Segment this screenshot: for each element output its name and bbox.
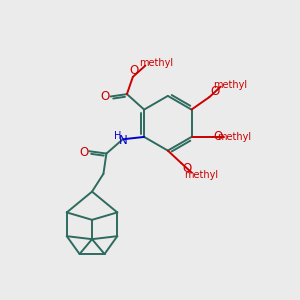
Text: methyl: methyl (184, 170, 218, 180)
Text: O: O (214, 130, 223, 143)
Text: O: O (210, 85, 219, 98)
Text: methyl: methyl (213, 80, 247, 90)
Text: O: O (182, 162, 191, 175)
Text: O: O (129, 64, 139, 77)
Text: O: O (79, 146, 88, 159)
Text: methyl: methyl (217, 132, 251, 142)
Text: methyl: methyl (139, 58, 173, 68)
Text: N: N (118, 134, 127, 147)
Text: H: H (114, 131, 122, 141)
Text: O: O (100, 90, 110, 103)
